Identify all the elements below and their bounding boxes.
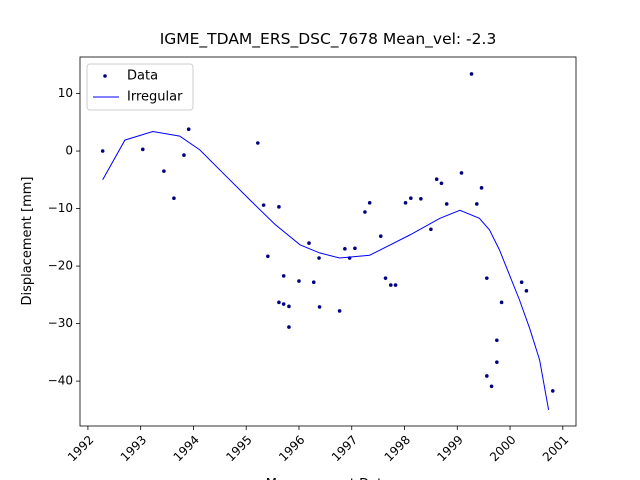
data-point bbox=[277, 300, 281, 305]
data-point bbox=[469, 72, 474, 76]
data-point bbox=[307, 241, 311, 245]
data-point bbox=[317, 305, 322, 309]
data-point bbox=[287, 325, 291, 329]
data-point bbox=[140, 147, 145, 152]
data-point bbox=[383, 276, 388, 280]
y-tick-label: −40 bbox=[48, 374, 73, 388]
y-tick-label: −30 bbox=[48, 316, 73, 330]
data-point bbox=[311, 280, 316, 284]
data-point bbox=[489, 384, 494, 389]
data-point bbox=[162, 169, 166, 173]
data-point bbox=[459, 171, 464, 175]
data-point bbox=[485, 374, 489, 378]
data-point bbox=[409, 196, 413, 201]
y-tick-label: 10 bbox=[58, 86, 73, 100]
data-point bbox=[550, 389, 555, 393]
data-point bbox=[256, 141, 260, 145]
data-point bbox=[337, 309, 342, 313]
data-point bbox=[444, 202, 449, 206]
data-point bbox=[439, 181, 444, 186]
data-point bbox=[434, 177, 439, 182]
data-point bbox=[419, 196, 423, 201]
data-point bbox=[378, 234, 383, 238]
data-line bbox=[102, 130, 550, 410]
data-point bbox=[363, 210, 367, 214]
data-point bbox=[182, 153, 186, 157]
legend-label: Irregular bbox=[127, 90, 183, 105]
data-point bbox=[343, 247, 347, 251]
data-point bbox=[353, 246, 357, 251]
data-point bbox=[100, 149, 105, 153]
data-point bbox=[403, 201, 408, 205]
data-point bbox=[495, 338, 499, 343]
data-point bbox=[281, 274, 286, 278]
data-point bbox=[277, 205, 281, 209]
data-point bbox=[524, 289, 529, 293]
plot-frame bbox=[79, 56, 577, 427]
legend-label: Data bbox=[127, 69, 158, 84]
data-point bbox=[388, 283, 393, 287]
data-point bbox=[281, 302, 286, 306]
data-point bbox=[495, 360, 499, 364]
legend-box bbox=[86, 63, 194, 111]
y-tick-label: −10 bbox=[48, 201, 73, 215]
y-tick-label: −20 bbox=[48, 259, 73, 273]
data-point bbox=[186, 127, 191, 131]
y-axis-label: Displacement [mm] bbox=[20, 177, 35, 306]
data-point bbox=[287, 304, 291, 309]
data-point bbox=[519, 280, 524, 284]
data-point bbox=[266, 254, 270, 259]
data-point bbox=[172, 196, 176, 201]
legend: Data Irregular bbox=[86, 63, 194, 111]
data-point bbox=[393, 283, 398, 287]
data-point bbox=[485, 276, 489, 280]
data-point bbox=[317, 256, 321, 260]
data-point bbox=[297, 279, 301, 283]
data-point bbox=[475, 202, 479, 206]
legend-marker bbox=[103, 74, 107, 78]
data-point bbox=[261, 203, 266, 207]
data-point bbox=[429, 227, 433, 232]
chart-title: IGME_TDAM_ERS_DSC_7678 Mean_vel: -2.3 bbox=[160, 30, 497, 49]
data-point bbox=[499, 300, 504, 305]
data-point bbox=[367, 201, 372, 205]
data-point bbox=[479, 186, 484, 190]
x-axis-label: Measurement Date bbox=[266, 477, 390, 480]
y-tick-label: 0 bbox=[65, 144, 73, 158]
